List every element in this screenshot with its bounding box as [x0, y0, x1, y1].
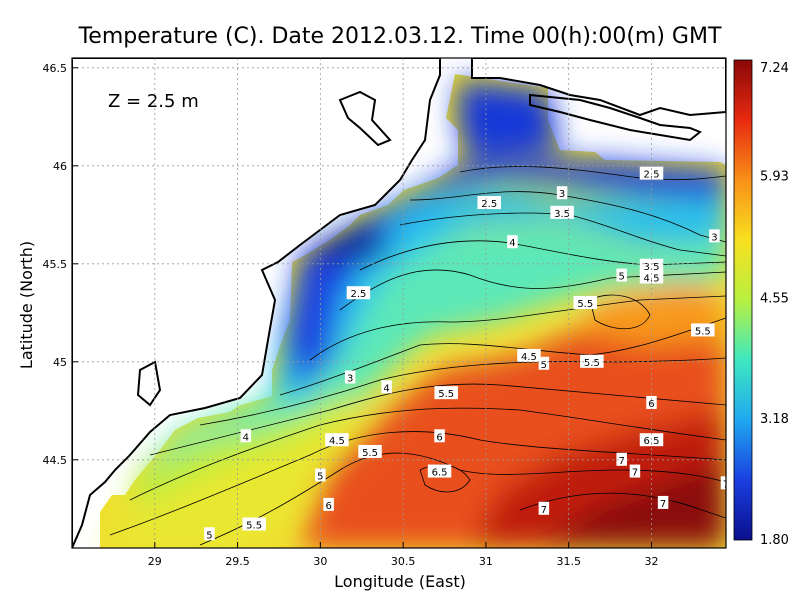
svg-text:4.5: 4.5: [521, 352, 537, 363]
chart-title: Temperature (C). Date 2012.03.12. Time 0…: [78, 24, 722, 49]
svg-text:7: 7: [619, 456, 625, 467]
contour-label: 3: [344, 370, 356, 384]
coastline: [72, 58, 726, 548]
contour-label: 3: [709, 229, 720, 243]
contour-label: 3.5: [550, 205, 574, 220]
gridlines: [72, 58, 726, 548]
y-tick-label: 44.5: [43, 454, 68, 467]
svg-text:3.5: 3.5: [644, 262, 660, 273]
contour-label: 5.5: [580, 354, 604, 369]
svg-text:7: 7: [541, 505, 547, 516]
x-tick-label: 31: [479, 555, 493, 568]
x-tick-label: 29.5: [225, 555, 250, 568]
contour-label: 5.5: [573, 296, 598, 310]
contour-label: 2.5: [477, 196, 501, 210]
contour-label: 3: [556, 186, 568, 200]
svg-text:3: 3: [711, 232, 717, 243]
x-tick-label: 30.5: [391, 555, 416, 568]
colorbar: 7.24 5.93 4.55 3.18 1.80: [733, 59, 789, 548]
contour-label: 5: [204, 527, 215, 541]
contour-label: 5.5: [691, 323, 715, 337]
svg-text:5.5: 5.5: [438, 389, 454, 400]
svg-text:5: 5: [206, 530, 212, 541]
svg-text:2.5: 2.5: [481, 199, 497, 210]
svg-text:2.5: 2.5: [350, 289, 366, 300]
svg-text:5.5: 5.5: [362, 448, 378, 459]
contour-label: 3.5: [639, 258, 664, 273]
contour-label: 5: [315, 468, 326, 482]
y-axis-label: Latitude (North): [17, 241, 36, 369]
contour-label: 5.5: [242, 517, 266, 531]
svg-text:6.5: 6.5: [432, 468, 448, 479]
colorbar-scale: [733, 59, 753, 541]
svg-text:7: 7: [632, 468, 638, 479]
y-tick-label: 45.5: [43, 258, 68, 271]
y-tick-label: 46: [53, 160, 67, 173]
contour-label: 4: [381, 380, 392, 394]
colorbar-label: 5.93: [760, 170, 789, 185]
contour-label: 4: [507, 235, 518, 249]
x-axis-label: Longitude (East): [334, 572, 466, 591]
contour-label: 7: [657, 495, 669, 510]
colorbar-label: 1.80: [760, 533, 789, 548]
svg-text:6.5: 6.5: [644, 436, 660, 447]
svg-text:3: 3: [559, 189, 565, 200]
svg-text:2.5: 2.5: [644, 170, 660, 181]
contour-label: 5: [538, 356, 550, 371]
contour-label: 6.5: [427, 464, 452, 479]
colorbar-label: 3.18: [760, 412, 789, 427]
colorbar-labels: 7.24 5.93 4.55 3.18 1.80: [760, 61, 789, 548]
contour-label: 4.5: [517, 348, 541, 363]
contour-label: 4.5: [325, 433, 349, 447]
svg-text:7: 7: [660, 499, 666, 510]
x-tick-label: 29: [148, 555, 162, 568]
svg-text:5: 5: [541, 360, 547, 371]
temperature-field: [100, 74, 726, 548]
contour-label: 7: [538, 501, 550, 516]
svg-text:6: 6: [325, 501, 331, 512]
svg-text:7: 7: [723, 479, 729, 490]
svg-text:5: 5: [317, 471, 323, 482]
contour-label: 6: [323, 497, 334, 512]
contour-label: 7: [720, 476, 729, 490]
contour-label: 5: [616, 268, 627, 283]
x-tick-label: 32: [644, 555, 658, 568]
contour-label: 4.5: [639, 270, 664, 285]
svg-text:5.5: 5.5: [695, 326, 711, 337]
y-tick-label: 45: [53, 356, 67, 369]
svg-text:5: 5: [619, 272, 625, 283]
svg-text:4: 4: [243, 432, 249, 443]
y-tick-label: 46.5: [43, 62, 68, 75]
svg-text:4.5: 4.5: [329, 436, 345, 447]
svg-text:4: 4: [383, 383, 389, 394]
contour-label: 4: [240, 429, 252, 443]
svg-text:5.5: 5.5: [246, 520, 262, 531]
contour-label: 5.5: [358, 444, 382, 459]
colorbar-label: 7.24: [760, 61, 789, 76]
svg-text:3: 3: [347, 373, 353, 384]
svg-text:4: 4: [509, 238, 515, 249]
contour-label: 7: [629, 464, 641, 479]
x-axis: 29 29.5 30 30.5 31 31.5 32: [148, 542, 658, 568]
svg-text:3.5: 3.5: [554, 209, 570, 220]
x-tick-label: 30: [313, 555, 327, 568]
contour-label: 7: [616, 452, 627, 467]
svg-text:5.5: 5.5: [584, 358, 600, 369]
contour-label: 2.5: [346, 286, 371, 300]
svg-text:6: 6: [436, 432, 442, 443]
y-axis: 46.5 46 45.5 45 44.5: [43, 62, 78, 467]
contour-label: 6: [434, 429, 445, 443]
colorbar-label: 4.55: [760, 291, 789, 306]
x-tick-label: 31.5: [556, 555, 581, 568]
depth-label: Z = 2.5 m: [108, 91, 199, 112]
svg-text:5.5: 5.5: [577, 299, 593, 310]
plot-frame: [71, 57, 727, 549]
contour-label: 6.5: [639, 433, 664, 447]
contour-label: 5.5: [434, 386, 458, 400]
